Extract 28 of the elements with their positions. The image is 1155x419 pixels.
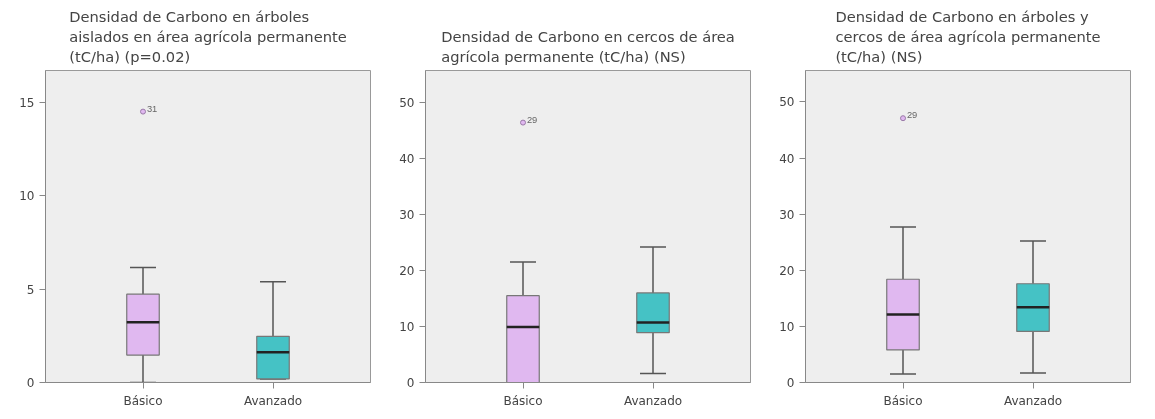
y-tick-label: 40 — [779, 151, 795, 166]
y-tick-label: 10 — [779, 319, 795, 334]
annotation: 31 — [146, 103, 158, 114]
y-tick-label: 0 — [26, 376, 35, 390]
y-tick-label: 5 — [26, 282, 35, 297]
y-tick-label: 15 — [19, 95, 35, 110]
chart-title: Densidad de Carbono en árboles aislados en área agrícola permanente (tC/ha) (p=0.02) — [69, 7, 347, 66]
y-tick-label: 0 — [406, 376, 415, 390]
x-tick-label: Básico — [503, 393, 543, 408]
y-tick-label: 40 — [399, 151, 415, 166]
y-tick-label: 30 — [399, 207, 415, 222]
x-tick-label: Avanzado — [243, 393, 303, 408]
chart-title: Densidad de Carbono en cercos de área agrícola permanente (tC/ha) (NS) — [441, 28, 735, 66]
y-tick-label: 50 — [779, 95, 795, 110]
y-tick-label: 20 — [779, 263, 795, 278]
y-tick-label: 10 — [19, 189, 35, 204]
y-tick-label: 10 — [399, 319, 415, 334]
x-tick-label: Básico — [123, 393, 163, 408]
x-tick-label: Avanzado — [623, 393, 683, 408]
y-tick-label: 0 — [786, 376, 795, 390]
y-tick-label: 30 — [779, 207, 795, 222]
x-tick-label: Básico — [883, 393, 923, 408]
annotation: 29 — [526, 114, 538, 125]
y-tick-label: 50 — [399, 95, 415, 110]
annotation: 29 — [906, 110, 918, 121]
x-tick-label: Avanzado — [1003, 393, 1063, 408]
y-tick-label: 20 — [399, 263, 415, 278]
chart-title: Densidad de Carbono en árboles y cercos de área agrícola permanente (tC/ha) (NS) — [835, 7, 1101, 66]
